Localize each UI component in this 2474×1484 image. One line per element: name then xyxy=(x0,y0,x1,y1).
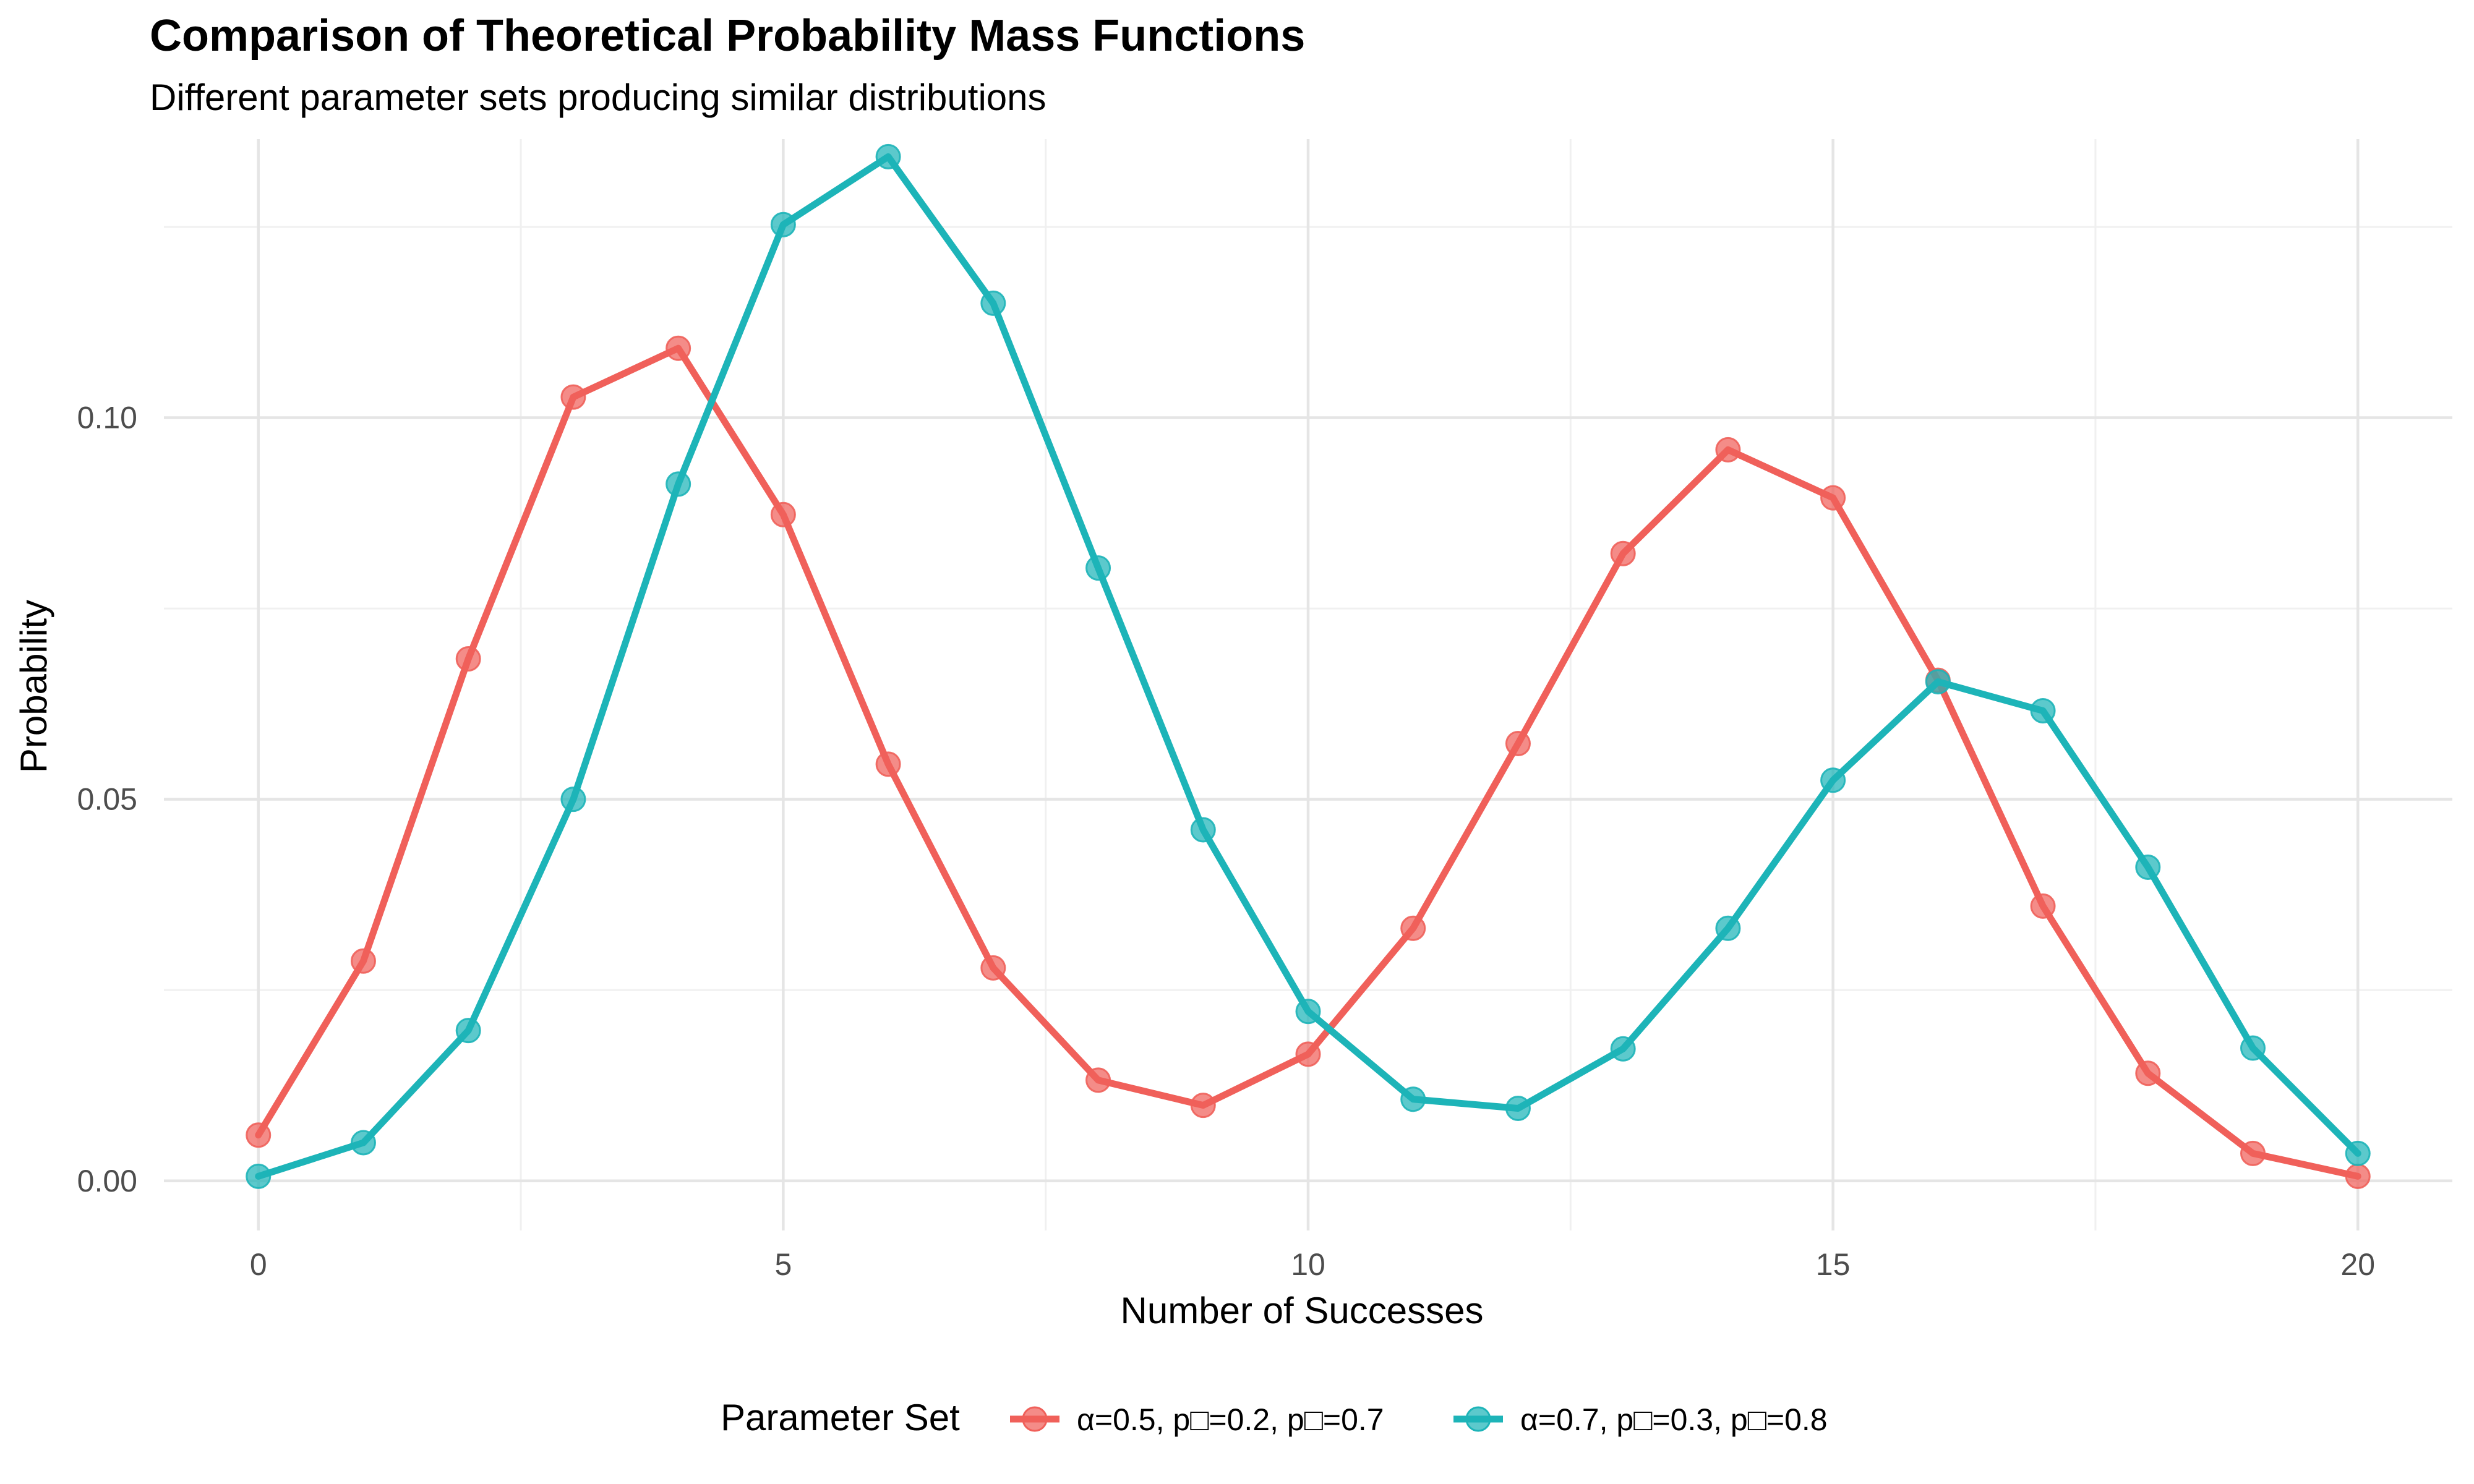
data-point xyxy=(2135,1060,2161,1086)
legend-label: α=0.5, p□=0.2, p□=0.7 xyxy=(1077,1402,1384,1437)
series-layer xyxy=(246,143,2371,1189)
data-point xyxy=(1295,1041,1321,1067)
legend-key-point xyxy=(1465,1406,1491,1432)
data-point xyxy=(560,384,586,410)
data-point xyxy=(770,211,796,237)
y-axis-title: Probability xyxy=(13,600,54,773)
data-point xyxy=(770,501,796,527)
data-point xyxy=(2240,1140,2266,1166)
data-point xyxy=(455,646,481,672)
series-2 xyxy=(246,143,2371,1189)
chart-subtitle: Different parameter sets producing simil… xyxy=(150,77,1047,118)
data-point xyxy=(1505,731,1531,757)
data-point xyxy=(2030,893,2056,919)
legend-items: α=0.5, p□=0.2, p□=0.7 α=0.7, p□=0.3, p□=0… xyxy=(1010,1402,1828,1437)
y-tick-label: 0.05 xyxy=(77,782,137,817)
data-point xyxy=(2030,697,2056,723)
x-tick-label: 15 xyxy=(1816,1247,1851,1282)
data-point xyxy=(1295,999,1321,1025)
data-point xyxy=(2345,1163,2371,1189)
data-point xyxy=(1715,437,1741,463)
data-point xyxy=(246,1163,272,1189)
legend-item-1: α=0.5, p□=0.2, p□=0.7 xyxy=(1010,1402,1384,1437)
legend-key-point xyxy=(1022,1406,1048,1432)
x-axis-title: Number of Successes xyxy=(1121,1290,1484,1331)
data-point xyxy=(1715,915,1741,941)
legend: Parameter Set α=0.5, p□=0.2, p□=0.7 α=0.7… xyxy=(721,1397,1828,1438)
y-tick-label: 0.10 xyxy=(77,401,137,435)
legend-item-2: α=0.7, p□=0.3, p□=0.8 xyxy=(1453,1402,1828,1437)
chart-title: Comparison of Theoretical Probability Ma… xyxy=(150,11,1305,61)
data-point xyxy=(2345,1140,2371,1166)
data-point xyxy=(2135,854,2161,880)
data-point xyxy=(875,751,901,777)
data-point xyxy=(560,787,586,812)
x-tick-label: 10 xyxy=(1291,1247,1325,1282)
data-point xyxy=(666,335,691,361)
data-point xyxy=(1400,915,1426,941)
data-point xyxy=(1085,555,1111,581)
y-axis-ticks: 0.00 0.05 0.10 xyxy=(77,401,137,1198)
x-tick-label: 5 xyxy=(774,1247,792,1282)
data-point xyxy=(875,143,901,169)
data-point xyxy=(1610,540,1636,566)
data-point xyxy=(350,948,376,974)
data-point xyxy=(980,955,1006,981)
legend-label: α=0.7, p□=0.3, p□=0.8 xyxy=(1520,1402,1828,1437)
legend-title: Parameter Set xyxy=(721,1397,960,1438)
grid xyxy=(164,139,2452,1230)
data-point xyxy=(350,1130,376,1156)
data-point xyxy=(1610,1036,1636,1062)
y-tick-label: 0.00 xyxy=(77,1164,137,1198)
data-point xyxy=(1085,1067,1111,1093)
data-point xyxy=(1190,817,1216,843)
data-point xyxy=(246,1122,272,1148)
data-point xyxy=(1820,485,1846,511)
series-1 xyxy=(246,335,2371,1189)
data-point xyxy=(980,290,1006,316)
data-point xyxy=(1190,1093,1216,1119)
data-point xyxy=(1925,669,1951,695)
data-point xyxy=(666,471,691,497)
data-point xyxy=(1505,1096,1531,1122)
x-axis-ticks: 0 5 10 15 20 xyxy=(250,1247,2375,1282)
data-point xyxy=(455,1018,481,1044)
data-point xyxy=(1400,1086,1426,1112)
x-tick-label: 0 xyxy=(250,1247,267,1282)
data-point xyxy=(1820,767,1846,793)
data-point xyxy=(2240,1035,2266,1061)
x-tick-label: 20 xyxy=(2340,1247,2375,1282)
